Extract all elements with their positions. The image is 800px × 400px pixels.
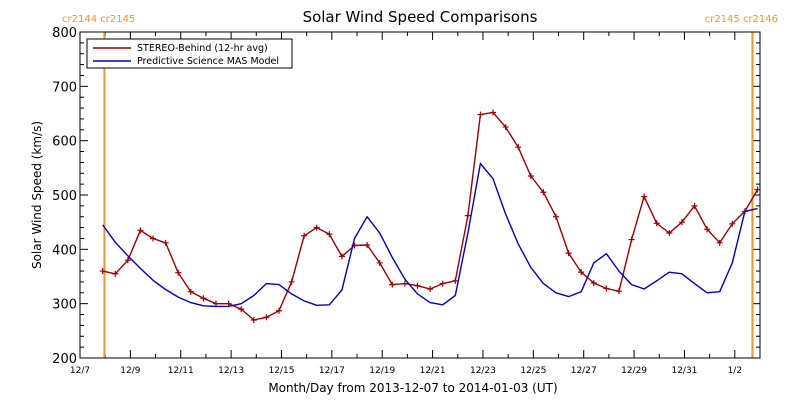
data-point-0-21 — [364, 241, 371, 248]
data-point-0-48 — [704, 226, 711, 233]
x-tick-label-0: 12/7 — [70, 366, 90, 376]
data-point-0-46 — [678, 219, 685, 226]
data-point-0-11 — [238, 306, 245, 313]
data-point-0-30 — [477, 111, 484, 118]
data-point-0-36 — [553, 213, 559, 220]
data-point-0-8 — [200, 295, 207, 302]
y-tick-label-700: 700 — [52, 80, 77, 95]
data-point-0-38 — [578, 269, 585, 276]
legend-label-stereo: STEREO-Behind (12-hr avg) — [137, 43, 268, 54]
chart-title: Solar Wind Speed Comparisons — [303, 8, 538, 26]
data-point-0-44 — [653, 220, 660, 227]
x-tick-label-2: 12/11 — [168, 366, 194, 376]
data-point-0-23 — [389, 281, 396, 288]
data-point-0-32 — [502, 124, 509, 131]
data-point-0-10 — [225, 300, 232, 307]
data-point-0-15 — [288, 278, 295, 285]
data-point-0-3 — [137, 227, 144, 234]
x-tick-label-10: 12/27 — [571, 366, 597, 376]
x-tick-label-11: 12/29 — [621, 366, 647, 376]
data-point-0-1 — [112, 270, 119, 277]
data-point-0-7 — [187, 288, 194, 295]
data-point-0-24 — [401, 280, 408, 287]
data-point-0-40 — [603, 285, 610, 292]
data-point-0-27 — [439, 280, 446, 287]
data-point-0-34 — [527, 172, 534, 179]
plot-frame — [79, 31, 761, 359]
data-point-0-50 — [729, 220, 736, 227]
data-point-0-37 — [565, 250, 572, 257]
data-point-0-28 — [452, 277, 459, 284]
data-point-0-29 — [464, 212, 471, 219]
data-point-0-5 — [162, 239, 169, 246]
plot-area: 200 300 400 500 600 700 800 12/7 12/9 12/11 12/13 1… — [52, 26, 761, 376]
y-axis-title: Solar Wind Speed (km/s) — [30, 121, 44, 269]
data-point-0-31 — [490, 109, 497, 116]
x-tick-label-12: 12/31 — [671, 366, 697, 376]
data-point-0-6 — [175, 269, 182, 276]
y-tick-label-600: 600 — [52, 135, 77, 150]
data-point-0-9 — [213, 300, 219, 307]
data-point-0-52 — [754, 186, 761, 193]
data-point-0-49 — [716, 239, 723, 246]
data-point-0-39 — [590, 280, 597, 287]
data-point-0-18 — [326, 231, 333, 238]
data-point-0-47 — [691, 202, 698, 209]
x-tick-label-6: 12/19 — [369, 366, 395, 376]
x-tick-label-13: 1/2 — [728, 366, 742, 376]
x-tick-label-5: 12/17 — [319, 366, 345, 376]
legend-box — [86, 38, 293, 69]
carrington-label-left: cr2144 cr2145 — [62, 14, 135, 25]
x-tick-label-4: 12/15 — [269, 366, 295, 376]
data-point-0-26 — [427, 285, 434, 292]
data-point-0-22 — [376, 259, 383, 266]
data-point-0-25 — [414, 282, 421, 289]
data-point-0-19 — [338, 253, 345, 260]
data-point-0-33 — [515, 144, 522, 151]
data-point-0-43 — [641, 193, 648, 200]
data-point-0-14 — [275, 307, 282, 314]
data-point-0-2 — [124, 257, 131, 264]
data-point-0-13 — [263, 314, 270, 321]
y-tick-label-300: 300 — [52, 298, 77, 313]
x-tick-label-9: 12/25 — [520, 366, 546, 376]
data-point-0-0 — [99, 268, 106, 275]
y-tick-label-200: 200 — [52, 352, 77, 367]
data-point-0-41 — [615, 288, 622, 295]
x-axis-title: Month/Day from 2013-12-07 to 2014-01-03 … — [268, 381, 557, 395]
y-tick-label-400: 400 — [52, 243, 77, 258]
y-tick-label-500: 500 — [52, 189, 77, 204]
data-point-0-16 — [301, 232, 308, 239]
data-point-0-12 — [250, 316, 257, 323]
data-point-0-17 — [313, 224, 320, 231]
legend: STEREO-Behind (12-hr avg) Predictive Sci… — [86, 38, 293, 69]
data-point-0-45 — [666, 230, 673, 237]
data-point-0-35 — [540, 189, 547, 196]
x-tick-label-3: 12/13 — [218, 366, 244, 376]
data-point-0-4 — [150, 235, 157, 242]
carrington-label-right: cr2145 cr2146 — [705, 14, 778, 25]
y-tick-label-800: 800 — [52, 26, 77, 41]
x-tick-label-7: 12/21 — [420, 366, 446, 376]
x-tick-label-1: 12/9 — [120, 366, 140, 376]
series-line-1 — [102, 162, 758, 308]
data-point-0-42 — [628, 236, 635, 243]
x-tick-label-8: 12/23 — [470, 366, 496, 376]
legend-label-mas: Predictive Science MAS Model — [137, 56, 279, 67]
